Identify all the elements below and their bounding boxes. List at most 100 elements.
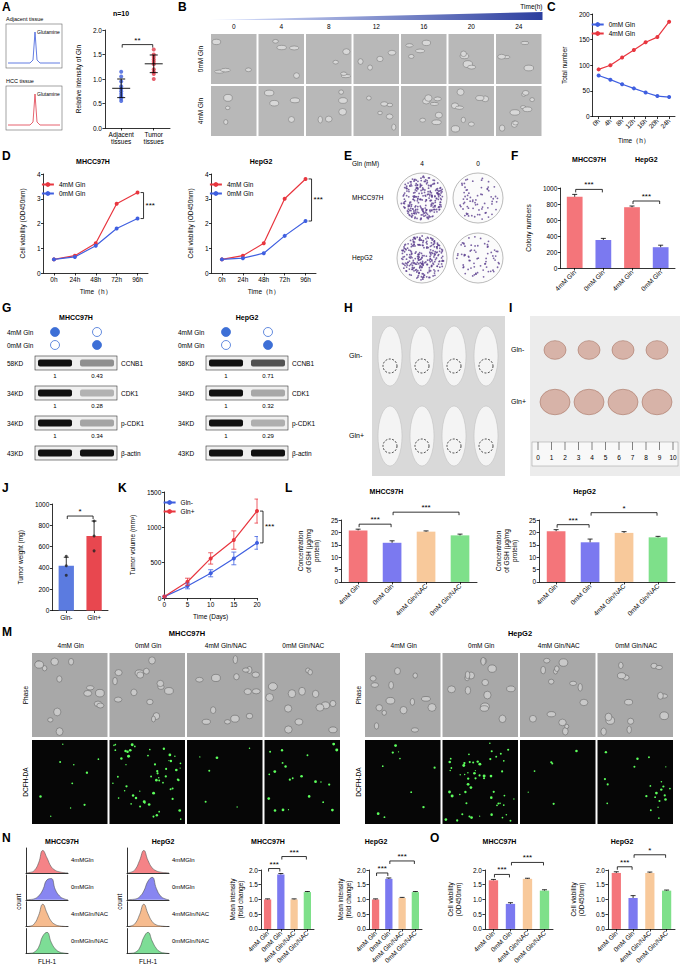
svg-text:***: *** (378, 864, 387, 873)
svg-text:Gln-: Gln- (349, 352, 363, 359)
svg-text:0mM Gln: 0mM Gln (371, 582, 395, 606)
svg-text:200: 200 (39, 586, 50, 593)
svg-text:MHCC97H: MHCC97H (76, 158, 110, 165)
svg-text:400: 400 (39, 564, 50, 571)
svg-text:Concentration: Concentration (297, 530, 304, 571)
svg-text:4: 4 (279, 23, 283, 30)
svg-text:MHCC97H: MHCC97H (59, 314, 93, 321)
svg-text:protein): protein) (511, 540, 519, 562)
svg-text:4mMGln/NAC: 4mMGln/NAC (71, 911, 109, 917)
svg-text:Concentration: Concentration (495, 530, 502, 571)
svg-text:0: 0 (232, 23, 236, 30)
svg-text:4mM Gln: 4mM Gln (611, 268, 635, 292)
svg-text:20: 20 (253, 601, 261, 608)
svg-text:H: H (344, 301, 353, 315)
svg-text:1: 1 (550, 454, 554, 461)
svg-text:0.5: 0.5 (473, 911, 482, 918)
svg-text:48h: 48h (90, 276, 101, 283)
svg-text:0.0: 0.0 (93, 125, 102, 132)
svg-text:4mM Gln: 4mM Gln (178, 329, 205, 336)
svg-text:0mM Gln/NAC: 0mM Gln/NAC (428, 582, 463, 617)
svg-text:1: 1 (53, 373, 57, 379)
svg-text:(OD450nm): (OD450nm) (578, 882, 586, 916)
svg-text:2: 2 (563, 454, 567, 461)
svg-text:Gln+: Gln+ (511, 398, 526, 405)
svg-text:0mM Gln: 0mM Gln (569, 582, 593, 606)
svg-text:0mM Gln/NAC: 0mM Gln/NAC (635, 929, 670, 964)
svg-text:25: 25 (331, 517, 339, 524)
svg-text:Cell viability (OD450nm): Cell viability (OD450nm) (19, 188, 27, 258)
svg-text:1: 1 (224, 373, 228, 379)
svg-text:4mMGln: 4mMGln (172, 857, 195, 863)
svg-text:25: 25 (529, 517, 537, 524)
svg-text:D: D (2, 149, 11, 163)
svg-text:HepG2: HepG2 (352, 254, 373, 262)
svg-text:24h: 24h (659, 117, 672, 130)
svg-text:HepG2: HepG2 (236, 314, 259, 322)
svg-text:0: 0 (37, 270, 41, 277)
svg-text:0: 0 (335, 578, 339, 585)
svg-text:Glutamine: Glutamine (37, 91, 60, 97)
svg-text:C: C (547, 0, 556, 14)
svg-text:0.43: 0.43 (91, 373, 103, 379)
svg-text:50: 50 (583, 87, 591, 94)
svg-text:0h: 0h (218, 276, 226, 283)
svg-text:800: 800 (39, 522, 50, 529)
svg-text:J: J (2, 481, 9, 495)
svg-text:***: *** (421, 503, 430, 512)
svg-text:N: N (2, 831, 11, 845)
svg-text:*: * (79, 507, 82, 516)
svg-text:2: 2 (205, 220, 209, 227)
svg-text:0mM Gln/NAC: 0mM Gln/NAC (383, 929, 418, 964)
svg-text:0mM Gln/NAC: 0mM Gln/NAC (626, 582, 661, 617)
svg-text:HepG2: HepG2 (250, 158, 273, 166)
svg-text:(OD450nm): (OD450nm) (455, 882, 463, 916)
svg-text:Gln-: Gln- (60, 614, 72, 621)
svg-text:tissues: tissues (111, 138, 132, 145)
svg-text:Time（h）: Time（h） (248, 288, 280, 296)
svg-text:500: 500 (151, 559, 162, 566)
svg-text:0: 0 (533, 578, 537, 585)
svg-text:24h: 24h (69, 276, 80, 283)
svg-text:0.5: 0.5 (249, 911, 258, 918)
svg-text:0mM Gln: 0mM Gln (609, 21, 636, 28)
svg-text:***: *** (289, 848, 298, 857)
svg-text:43KD: 43KD (178, 450, 195, 457)
svg-text:0mM Gln: 0mM Gln (640, 268, 664, 292)
svg-text:HepG2: HepG2 (365, 838, 388, 846)
svg-text:96h: 96h (132, 276, 143, 283)
svg-text:0.5: 0.5 (596, 911, 605, 918)
svg-text:1.5: 1.5 (357, 881, 366, 888)
svg-text:1.0: 1.0 (93, 76, 102, 83)
svg-text:β-actin: β-actin (121, 450, 141, 458)
svg-text:20: 20 (529, 529, 537, 536)
svg-text:Phase: Phase (355, 685, 362, 704)
svg-text:150: 150 (579, 36, 590, 43)
svg-text:1000: 1000 (147, 524, 162, 531)
svg-text:4mM Gln: 4mM Gln (59, 181, 86, 188)
svg-text:β-actin: β-actin (292, 450, 312, 458)
svg-text:HepG2: HepG2 (611, 838, 634, 846)
svg-text:20: 20 (331, 529, 339, 536)
svg-text:Adjacent tissue: Adjacent tissue (6, 16, 43, 22)
svg-text:Gln-: Gln- (181, 499, 193, 506)
svg-text:0mM Gln/NAC: 0mM Gln/NAC (282, 642, 324, 649)
svg-text:Mean intensity: Mean intensity (229, 878, 237, 921)
svg-text:6: 6 (617, 454, 621, 461)
svg-text:F: F (511, 149, 518, 163)
svg-text:Relative intensity of Gln: Relative intensity of Gln (75, 44, 83, 113)
svg-text:15: 15 (331, 541, 339, 548)
svg-text:1.0: 1.0 (357, 896, 366, 903)
svg-text:24: 24 (515, 23, 523, 30)
svg-text:0mM Gln: 0mM Gln (135, 642, 162, 649)
svg-text:***: *** (370, 515, 379, 524)
svg-text:100: 100 (579, 62, 590, 69)
svg-text:4mM Gln: 4mM Gln (554, 268, 578, 292)
svg-text:0mM Gln: 0mM Gln (468, 642, 495, 649)
svg-text:Gln+: Gln+ (181, 508, 195, 515)
svg-text:MHCC97H: MHCC97H (572, 156, 606, 163)
svg-text:0: 0 (586, 113, 590, 120)
svg-text:2.0: 2.0 (357, 867, 366, 874)
svg-text:15: 15 (529, 541, 537, 548)
svg-text:1.5: 1.5 (473, 881, 482, 888)
